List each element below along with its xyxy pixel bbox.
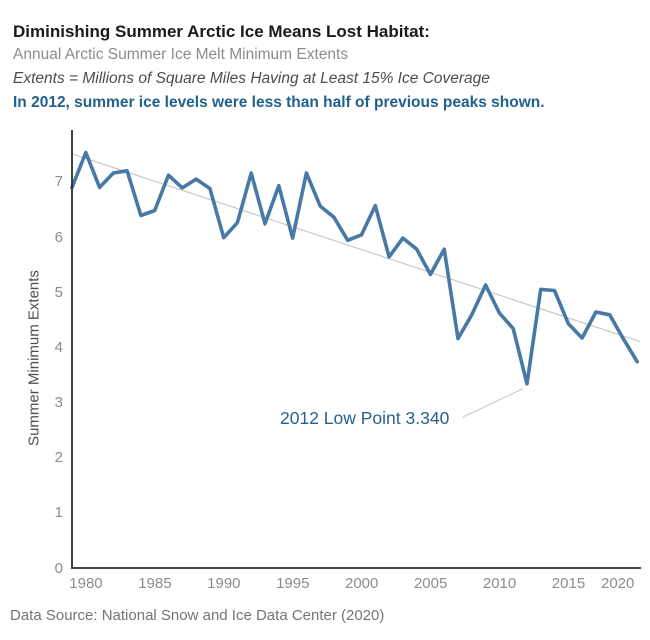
x-tick-label: 1980 <box>69 575 103 592</box>
data-source: Data Source: National Snow and Ice Data … <box>10 607 385 624</box>
x-tick-label: 2005 <box>413 575 448 592</box>
x-tick-label: 2015 <box>551 575 586 592</box>
y-tick-label: 7 <box>54 173 63 191</box>
x-tick-label: 2010 <box>482 575 517 592</box>
y-tick-label: 2 <box>54 449 63 467</box>
ice-extent-line <box>70 150 640 386</box>
x-tick-label: 1990 <box>207 575 241 592</box>
key-insight-text: In 2012, summer ice levels were less tha… <box>13 94 545 111</box>
y-tick-label: 1 <box>54 504 63 522</box>
annotation-leader-line <box>462 388 524 418</box>
x-tick-label: 2020 <box>601 575 635 592</box>
page-title: Diminishing Summer Arctic Ice Means Lost… <box>13 22 430 41</box>
chart-subtitle: Annual Arctic Summer Ice Melt Minimum Ex… <box>13 46 349 63</box>
y-tick-label: 0 <box>54 559 63 577</box>
x-tick-label: 1995 <box>276 575 310 592</box>
y-tick-label: 4 <box>54 338 63 356</box>
y-tick-label: 3 <box>54 394 63 411</box>
x-tick-label: 1985 <box>138 575 172 592</box>
x-tick-label: 2000 <box>345 575 379 592</box>
trend-line <box>71 153 641 343</box>
low-point-annotation: 2012 Low Point 3.340 <box>280 408 450 428</box>
y-tick-label: 6 <box>54 228 63 246</box>
y-tick-label: 5 <box>54 283 63 301</box>
extents-definition: Extents = Millions of Square Miles Havin… <box>13 70 490 87</box>
